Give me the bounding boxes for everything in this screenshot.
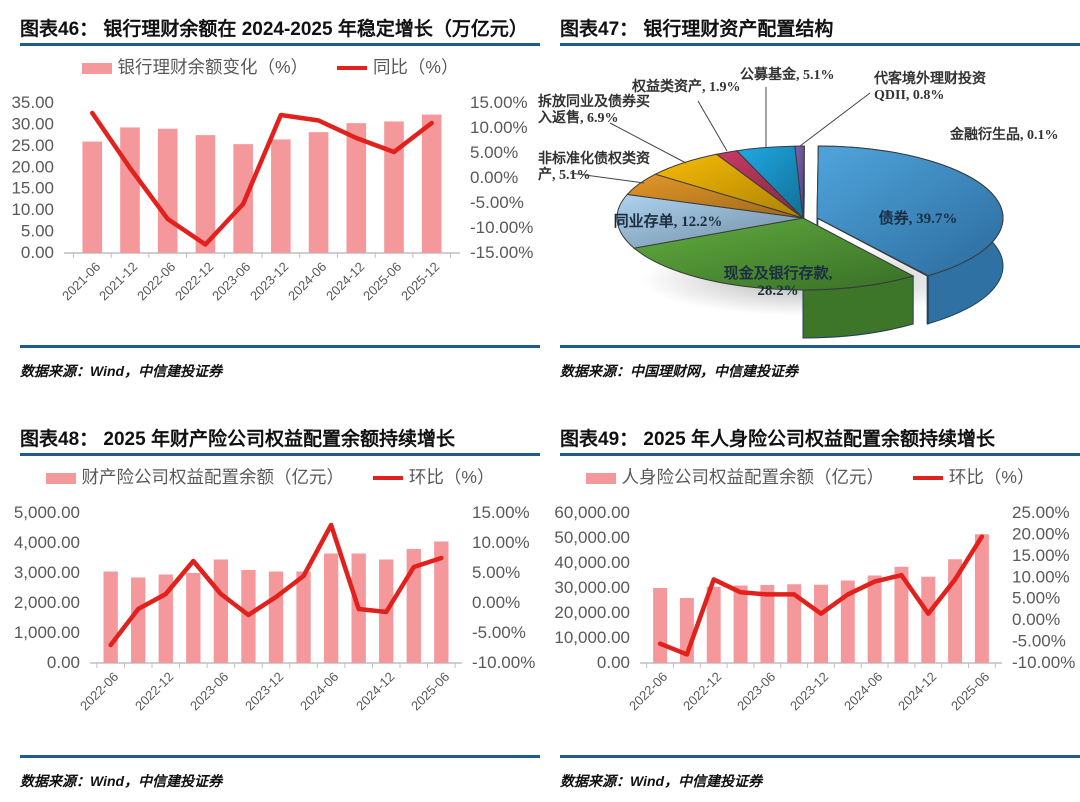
svg-text:非标准化债权类资: 非标准化债权类资 bbox=[538, 150, 650, 167]
svg-text:10,000.00: 10,000.00 bbox=[554, 628, 630, 647]
svg-text:28.2%: 28.2% bbox=[757, 283, 798, 299]
svg-text:15.00%: 15.00% bbox=[470, 93, 528, 112]
svg-text:50,000.00: 50,000.00 bbox=[554, 528, 630, 547]
svg-text:15.00%: 15.00% bbox=[472, 503, 530, 522]
svg-text:4,000.00: 4,000.00 bbox=[14, 533, 80, 552]
svg-text:60,000.00: 60,000.00 bbox=[554, 503, 630, 522]
svg-text:30.00: 30.00 bbox=[11, 114, 54, 133]
svg-text:拆放同业及债券买: 拆放同业及债券买 bbox=[538, 93, 650, 110]
svg-text:金融衍生品, 0.1%: 金融衍生品, 0.1% bbox=[949, 126, 1059, 143]
svg-text:代客境外理财投资: 代客境外理财投资 bbox=[873, 70, 986, 87]
svg-text:35.00: 35.00 bbox=[11, 93, 54, 112]
svg-text:10.00: 10.00 bbox=[11, 200, 54, 219]
svg-text:0.00%: 0.00% bbox=[470, 168, 518, 187]
svg-text:-10.00%: -10.00% bbox=[470, 218, 533, 237]
svg-text:QDII, 0.8%: QDII, 0.8% bbox=[874, 88, 944, 103]
svg-text:40,000.00: 40,000.00 bbox=[554, 553, 630, 572]
svg-text:0.00%: 0.00% bbox=[1012, 610, 1060, 629]
svg-text:公募基金, 5.1%: 公募基金, 5.1% bbox=[740, 66, 835, 83]
svg-text:20.00: 20.00 bbox=[11, 157, 54, 176]
svg-text:10.00%: 10.00% bbox=[470, 118, 528, 137]
svg-text:5.00%: 5.00% bbox=[1012, 589, 1060, 608]
svg-text:2,000.00: 2,000.00 bbox=[14, 593, 80, 612]
svg-text:现金及银行存款,: 现金及银行存款, bbox=[724, 264, 833, 282]
svg-text:10.00%: 10.00% bbox=[472, 533, 530, 552]
svg-text:15.00: 15.00 bbox=[11, 179, 54, 198]
svg-text:25.00%: 25.00% bbox=[1012, 503, 1070, 522]
svg-text:30,000.00: 30,000.00 bbox=[554, 578, 630, 597]
svg-text:5,000.00: 5,000.00 bbox=[14, 503, 80, 522]
svg-text:15.00%: 15.00% bbox=[1012, 546, 1070, 565]
svg-text:-5.00%: -5.00% bbox=[1012, 632, 1066, 651]
svg-text:-5.00%: -5.00% bbox=[470, 193, 524, 212]
svg-text:20.00%: 20.00% bbox=[1012, 524, 1070, 543]
svg-text:20,000.00: 20,000.00 bbox=[554, 603, 630, 622]
svg-text:同业存单, 12.2%: 同业存单, 12.2% bbox=[614, 212, 723, 230]
svg-text:-5.00%: -5.00% bbox=[472, 623, 526, 642]
svg-text:1,000.00: 1,000.00 bbox=[14, 623, 80, 642]
svg-text:产, 5.1%: 产, 5.1% bbox=[538, 166, 591, 183]
svg-text:25.00: 25.00 bbox=[11, 136, 54, 155]
svg-text:5.00%: 5.00% bbox=[470, 143, 518, 162]
svg-text:3,000.00: 3,000.00 bbox=[14, 563, 80, 582]
svg-text:5.00: 5.00 bbox=[21, 222, 54, 241]
svg-text:入返售, 6.9%: 入返售, 6.9% bbox=[538, 109, 619, 126]
svg-text:债券, 39.7%: 债券, 39.7% bbox=[879, 209, 958, 227]
svg-text:5.00%: 5.00% bbox=[472, 563, 520, 582]
svg-text:0.00%: 0.00% bbox=[472, 593, 520, 612]
svg-text:权益类资产, 1.9%: 权益类资产, 1.9% bbox=[631, 78, 741, 95]
svg-text:10.00%: 10.00% bbox=[1012, 567, 1070, 586]
